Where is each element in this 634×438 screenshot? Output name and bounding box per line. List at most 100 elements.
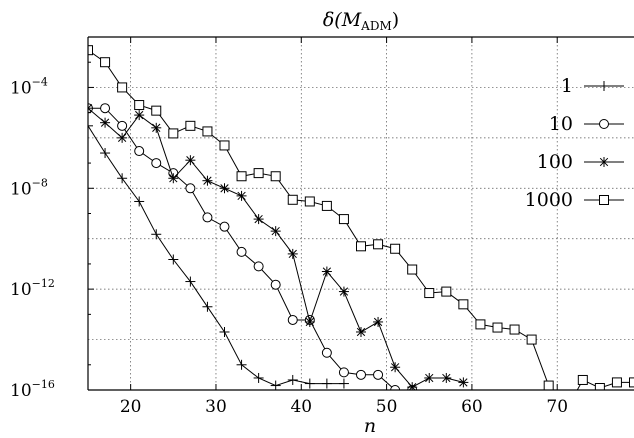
data-point bbox=[424, 288, 435, 299]
data-point bbox=[373, 239, 384, 250]
data-point bbox=[270, 226, 281, 237]
legend-label: 100 bbox=[537, 151, 573, 173]
series-100 bbox=[88, 103, 469, 390]
data-point bbox=[338, 367, 349, 378]
data-point bbox=[185, 276, 196, 287]
series-1 bbox=[88, 120, 349, 390]
data-point bbox=[407, 264, 418, 275]
data-point bbox=[304, 378, 315, 389]
data-point bbox=[270, 380, 281, 390]
data-point bbox=[168, 254, 179, 265]
data-point bbox=[338, 286, 349, 297]
data-point bbox=[270, 279, 281, 290]
data-point bbox=[338, 214, 349, 225]
data-point bbox=[594, 383, 605, 390]
data-point bbox=[253, 372, 264, 383]
legend-label: 1 bbox=[561, 75, 573, 97]
data-point bbox=[88, 120, 93, 131]
x-tick-label: 60 bbox=[461, 397, 483, 417]
legend-marker bbox=[599, 81, 609, 91]
data-point bbox=[287, 194, 298, 205]
legend: 1 10 100 1000 bbox=[525, 75, 624, 211]
data-point bbox=[629, 377, 634, 388]
data-point bbox=[356, 369, 366, 380]
data-point bbox=[270, 171, 281, 182]
plot-area bbox=[88, 45, 634, 390]
data-point bbox=[185, 183, 196, 194]
data-point bbox=[338, 378, 349, 389]
data-point bbox=[356, 326, 366, 337]
data-point bbox=[253, 214, 264, 225]
x-axis-label: n bbox=[364, 415, 376, 437]
y-tick-label: 10−8 bbox=[10, 176, 48, 199]
data-point bbox=[219, 221, 230, 232]
series-line bbox=[88, 125, 344, 387]
data-point bbox=[287, 248, 298, 259]
y-tick-label: 10−16 bbox=[10, 378, 55, 401]
data-point bbox=[88, 45, 93, 56]
data-point bbox=[134, 100, 145, 111]
data-point bbox=[202, 126, 213, 137]
data-point bbox=[287, 374, 298, 385]
data-point bbox=[543, 380, 554, 390]
data-point bbox=[236, 190, 247, 201]
chart-title-close: ) bbox=[392, 9, 399, 31]
x-tick-label: 20 bbox=[120, 397, 142, 417]
data-point bbox=[117, 132, 128, 143]
data-point bbox=[475, 319, 486, 330]
data-point bbox=[185, 155, 196, 166]
data-point bbox=[100, 103, 111, 114]
data-point bbox=[321, 200, 332, 211]
data-point bbox=[219, 140, 230, 151]
legend-marker bbox=[599, 119, 609, 129]
data-point bbox=[321, 378, 332, 389]
data-point bbox=[441, 286, 452, 297]
series-1000 bbox=[88, 45, 634, 390]
series-line bbox=[88, 107, 464, 388]
y-tick-label: 10−4 bbox=[10, 75, 48, 98]
data-point bbox=[219, 183, 230, 194]
data-point bbox=[373, 369, 384, 380]
legend-label: 10 bbox=[549, 113, 573, 135]
data-point bbox=[100, 57, 111, 68]
data-point bbox=[424, 372, 435, 383]
data-point bbox=[219, 326, 230, 337]
data-point bbox=[117, 120, 128, 131]
data-point bbox=[134, 146, 145, 157]
data-point bbox=[509, 324, 520, 335]
data-point bbox=[202, 175, 213, 186]
data-point bbox=[100, 117, 111, 128]
chart-title: δ(MADM) bbox=[323, 9, 399, 33]
legend-label: 1000 bbox=[525, 189, 573, 211]
grid bbox=[88, 37, 634, 390]
data-point bbox=[611, 377, 622, 388]
data-point bbox=[356, 241, 366, 252]
data-point bbox=[134, 196, 145, 207]
data-point bbox=[151, 158, 162, 169]
data-point bbox=[390, 243, 401, 254]
chart-title-sub: ADM bbox=[360, 19, 392, 33]
data-point bbox=[390, 362, 401, 373]
data-point bbox=[236, 171, 247, 182]
data-point bbox=[321, 347, 332, 358]
data-point bbox=[185, 120, 196, 131]
data-point bbox=[151, 105, 162, 116]
legend-marker bbox=[599, 195, 609, 205]
data-point bbox=[458, 377, 469, 388]
chart-title-main: δ(M bbox=[323, 9, 362, 31]
data-point bbox=[287, 314, 298, 325]
data-point bbox=[88, 103, 93, 114]
series-10 bbox=[88, 103, 418, 390]
data-point bbox=[151, 122, 162, 133]
x-tick-label: 50 bbox=[376, 397, 398, 417]
x-tick-label: 30 bbox=[205, 397, 227, 417]
data-point bbox=[100, 148, 111, 159]
data-point bbox=[253, 261, 264, 272]
data-point bbox=[458, 299, 469, 310]
data-point bbox=[492, 322, 503, 333]
data-point bbox=[304, 316, 315, 327]
data-point bbox=[168, 128, 179, 139]
data-point bbox=[134, 110, 145, 121]
ticks: 20 30 40 50 60 70 10−16 10−12 10−8 10−4 bbox=[10, 37, 568, 417]
data-point bbox=[526, 334, 537, 345]
